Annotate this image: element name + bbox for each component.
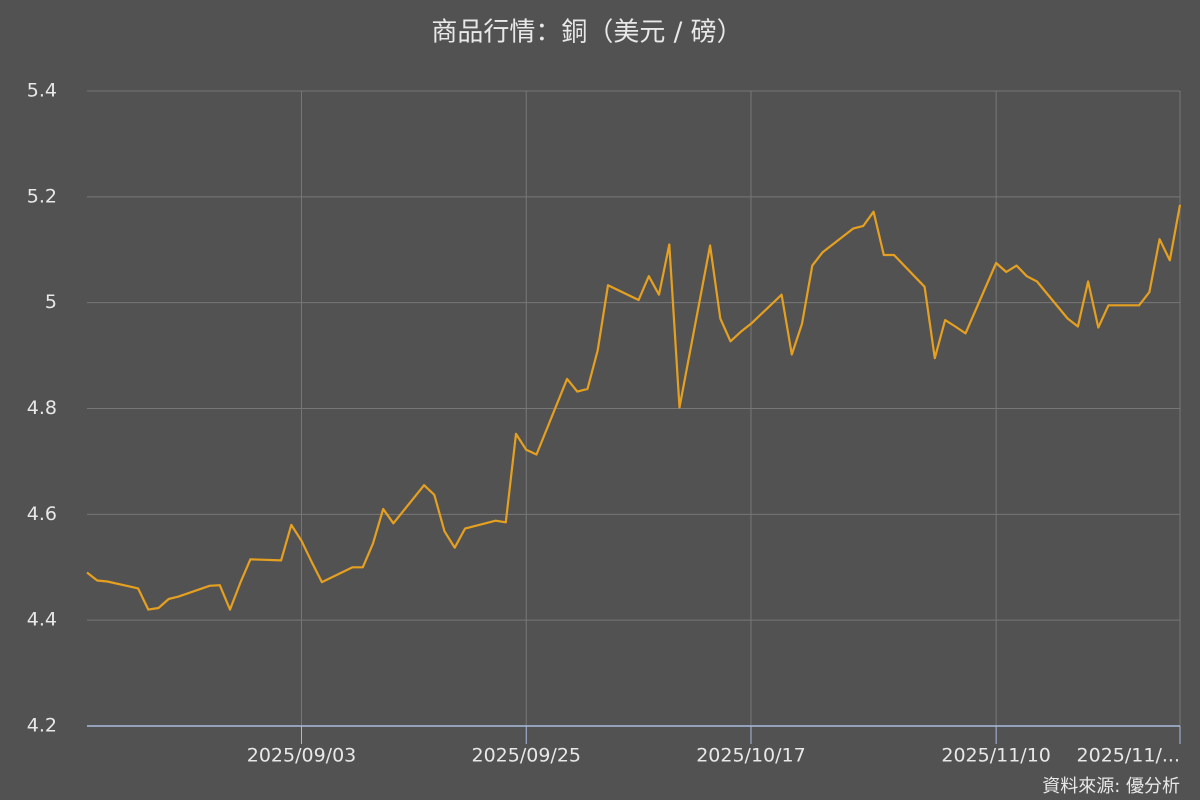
source-note: 資料來源: 優分析 — [1042, 776, 1180, 797]
y-tick-label: 5.4 — [27, 80, 57, 102]
y-tick-label: 5.2 — [27, 185, 57, 207]
data-line — [86, 204, 1182, 611]
chart-title: 商品行情：銅（美元 / 磅） — [431, 18, 742, 48]
x-tick-label: 2025/09/25 — [471, 745, 581, 767]
x-tick-label: 2025/09/03 — [247, 745, 357, 767]
y-tick-label: 4.2 — [27, 715, 57, 737]
y-tick-label: 5 — [45, 291, 57, 313]
x-tick-label: 2025/11/... — [1077, 745, 1180, 767]
y-tick-label: 4.8 — [27, 397, 57, 419]
y-tick-label: 4.4 — [27, 609, 57, 631]
x-tick-label: 2025/11/10 — [941, 745, 1051, 767]
x-tick-label: 2025/10/17 — [696, 745, 806, 767]
y-tick-label: 4.6 — [27, 503, 57, 525]
